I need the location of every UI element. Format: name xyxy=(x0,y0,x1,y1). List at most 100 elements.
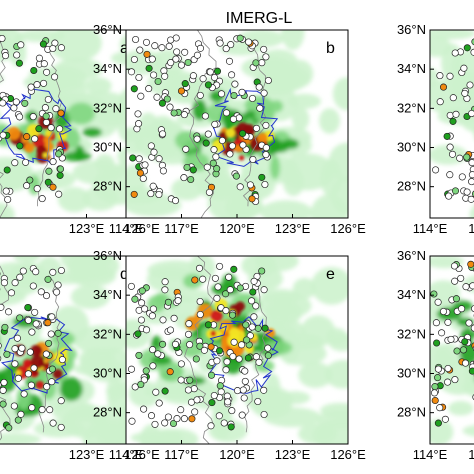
station-marker xyxy=(14,374,22,382)
station-marker xyxy=(5,308,13,316)
station-marker xyxy=(202,139,210,147)
station-marker xyxy=(22,158,30,166)
station-marker xyxy=(228,71,236,79)
station-marker xyxy=(461,338,469,346)
lat-label: 30°N xyxy=(93,366,122,381)
station-marker xyxy=(21,99,29,107)
station-marker xyxy=(445,192,453,200)
precip-light-cell xyxy=(126,193,182,217)
station-marker xyxy=(140,405,148,413)
station-marker xyxy=(467,260,474,268)
station-marker xyxy=(159,340,167,348)
station-marker xyxy=(193,135,201,143)
station-marker xyxy=(42,112,50,120)
station-marker xyxy=(471,38,474,46)
station-marker xyxy=(228,407,236,415)
station-marker xyxy=(10,104,18,112)
station-marker xyxy=(35,54,43,62)
station-marker xyxy=(55,150,63,158)
station-marker xyxy=(42,292,51,300)
station-marker xyxy=(447,335,455,343)
panel-a: 123°E 126°E a xyxy=(0,29,160,236)
station-marker xyxy=(446,72,454,80)
station-marker xyxy=(231,80,239,88)
province-border xyxy=(0,265,11,441)
precip-heavy xyxy=(212,122,275,161)
station-marker xyxy=(439,83,448,91)
precip-heavy-cell xyxy=(52,369,63,379)
station-marker xyxy=(158,44,166,52)
station-marker xyxy=(24,303,32,312)
station-marker xyxy=(213,67,222,75)
station-marker xyxy=(158,99,166,107)
station-marker xyxy=(138,287,146,295)
station-marker xyxy=(264,76,272,85)
station-marker xyxy=(48,313,56,321)
station-marker xyxy=(260,410,268,419)
precip-moderate-cell xyxy=(59,377,83,402)
station-marker xyxy=(140,376,148,384)
station-marker xyxy=(240,394,248,402)
station-marker xyxy=(46,406,54,414)
precip-moderate-cell xyxy=(150,355,173,365)
station-marker xyxy=(16,113,24,121)
station-marker xyxy=(183,163,191,172)
station-marker xyxy=(166,326,175,334)
station-marker xyxy=(258,267,266,275)
panel-letter: a xyxy=(120,40,129,57)
station-marker xyxy=(181,80,189,88)
lon-label: 114°E xyxy=(413,221,448,236)
station-marker xyxy=(230,91,238,100)
precip-moderate-cell xyxy=(263,340,293,355)
station-marker xyxy=(44,275,52,283)
station-marker xyxy=(468,178,474,186)
lat-label: 34°N xyxy=(93,61,122,76)
station-marker xyxy=(230,265,238,273)
station-marker xyxy=(191,408,199,416)
station-marker xyxy=(220,419,228,427)
lat-label: 32°N xyxy=(397,100,426,115)
station-marker xyxy=(227,41,235,49)
precip-light-cell xyxy=(236,168,276,201)
station-marker xyxy=(32,320,40,328)
station-marker xyxy=(463,44,471,52)
station-marker xyxy=(230,338,238,346)
lat-label: 34°N xyxy=(93,287,122,302)
station-marker xyxy=(191,276,199,284)
precip-light-cell xyxy=(13,256,41,263)
lon-label: 126°E xyxy=(124,447,160,462)
precip-light-cell xyxy=(324,359,348,389)
station-marker xyxy=(131,295,139,303)
precip-light-cell xyxy=(330,176,348,215)
station-marker xyxy=(150,71,158,79)
station-marker xyxy=(49,44,57,53)
station-marker xyxy=(222,109,231,117)
station-marker xyxy=(49,158,57,166)
precip-heavy-cell xyxy=(225,128,236,138)
station-marker xyxy=(141,305,149,313)
station-marker xyxy=(13,334,21,342)
station-marker xyxy=(180,174,188,182)
station-marker xyxy=(177,87,186,95)
station-marker xyxy=(216,262,224,270)
station-marker xyxy=(54,281,62,289)
station-marker xyxy=(0,303,5,311)
station-marker xyxy=(177,406,185,414)
station-marker xyxy=(47,124,55,132)
station-marker xyxy=(458,173,466,181)
precip-heavy-cell xyxy=(35,381,45,390)
station-marker xyxy=(56,125,64,133)
lat-label: 28°N xyxy=(93,179,122,194)
precip-light-cell xyxy=(0,112,2,125)
station-marker xyxy=(262,151,270,159)
station-marker xyxy=(42,350,50,358)
station-marker xyxy=(10,402,18,410)
station-marker xyxy=(226,150,234,158)
station-marker xyxy=(20,390,28,398)
station-marker xyxy=(3,350,11,358)
station-marker xyxy=(33,81,41,89)
station-marker xyxy=(43,68,51,76)
station-marker xyxy=(44,178,52,186)
precip-light-cell xyxy=(208,419,248,443)
station-marker xyxy=(134,110,142,118)
